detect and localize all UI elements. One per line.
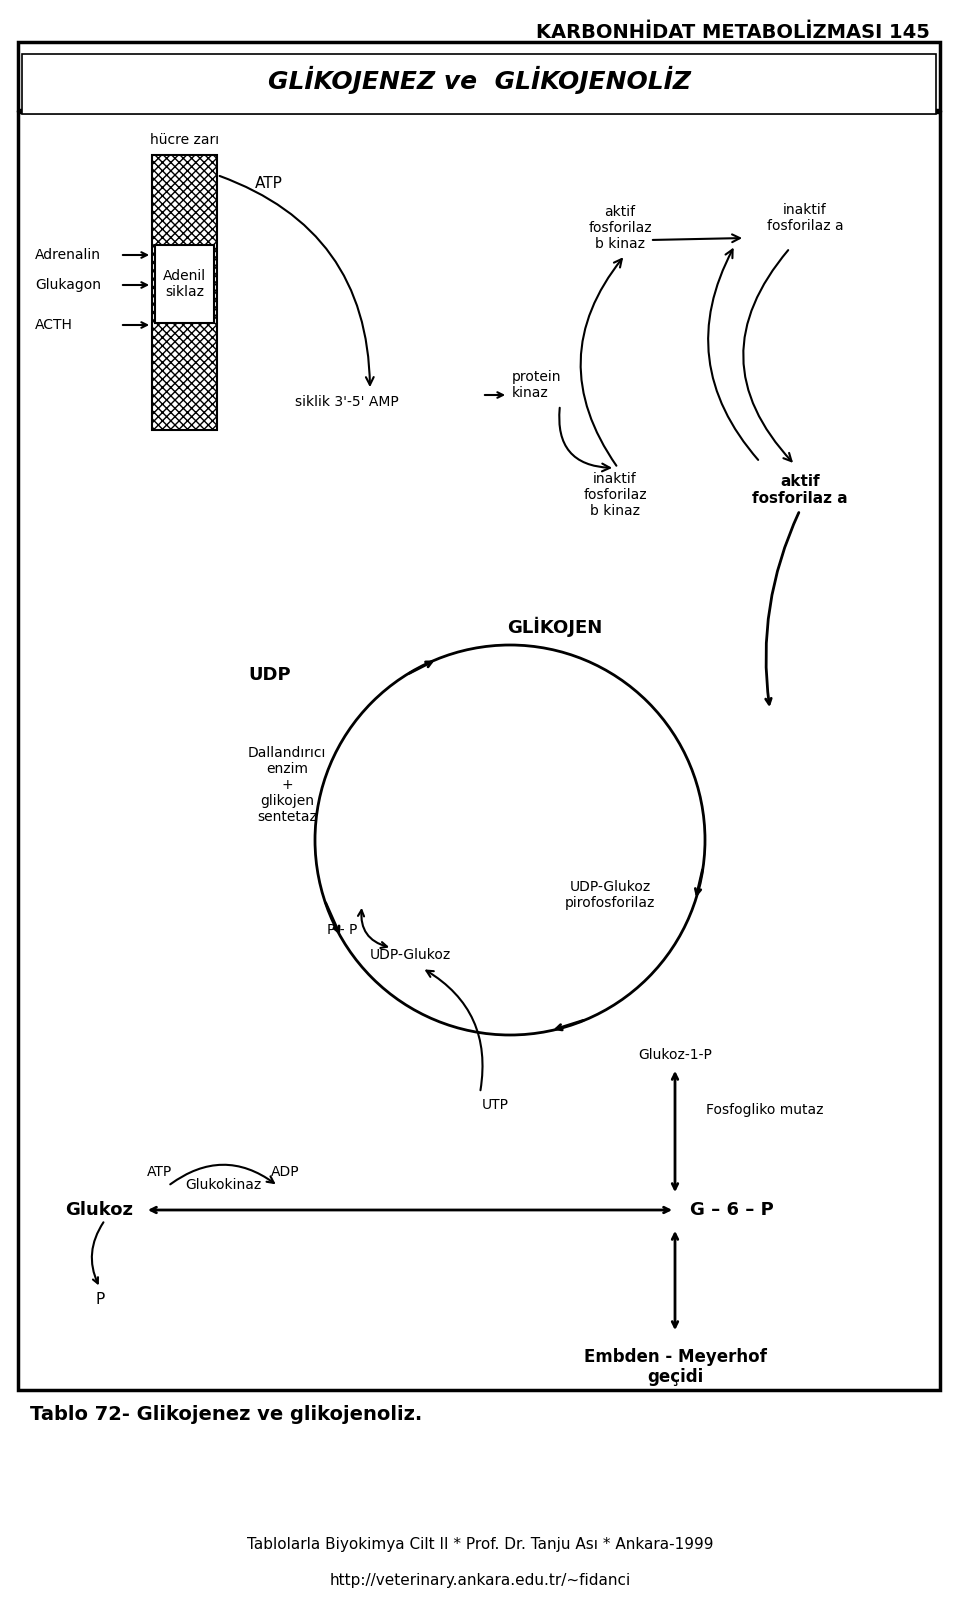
FancyArrowPatch shape: [426, 970, 483, 1090]
FancyArrowPatch shape: [358, 910, 387, 948]
Text: UDP: UDP: [249, 666, 291, 684]
Text: P - P: P - P: [326, 923, 357, 936]
Text: ACTH: ACTH: [35, 318, 73, 332]
FancyArrowPatch shape: [743, 249, 792, 462]
FancyArrowPatch shape: [560, 408, 610, 471]
Text: siklik 3'-5' AMP: siklik 3'-5' AMP: [295, 395, 398, 408]
Bar: [22, 53, 936, 113]
Text: Glukokinaz: Glukokinaz: [185, 1178, 261, 1192]
FancyArrowPatch shape: [170, 1165, 274, 1184]
Text: ADP: ADP: [271, 1165, 300, 1179]
Text: protein
kinaz: protein kinaz: [512, 369, 562, 400]
Text: Tablolarla Biyokimya Cilt II * Prof. Dr. Tanju Ası * Ankara-1999: Tablolarla Biyokimya Cilt II * Prof. Dr.…: [247, 1537, 713, 1552]
Text: GLİKOJENEZ ve  GLİKOJENOLİZ: GLİKOJENEZ ve GLİKOJENOLİZ: [269, 66, 691, 94]
Text: inaktif
fosforilaz
b kinaz: inaktif fosforilaz b kinaz: [583, 471, 647, 518]
Text: Embden - Meyerhof
geçidi: Embden - Meyerhof geçidi: [584, 1348, 766, 1387]
Bar: [18, 112, 940, 1390]
FancyArrowPatch shape: [581, 259, 622, 465]
Text: hücre zarı: hücre zarı: [150, 133, 219, 147]
Bar: [18, 42, 940, 110]
Text: Fosfogliko mutaz: Fosfogliko mutaz: [707, 1103, 824, 1118]
Text: UTP: UTP: [482, 1098, 509, 1111]
Text: inaktif
fosforilaz a: inaktif fosforilaz a: [767, 202, 843, 233]
Text: UDP-Glukoz
pirofosforilaz: UDP-Glukoz pirofosforilaz: [564, 880, 655, 910]
Text: Dallandırıcı
enzim
+
glikojen
sentetaz: Dallandırıcı enzim + glikojen sentetaz: [248, 745, 326, 825]
Text: Glukoz: Glukoz: [65, 1200, 133, 1218]
Bar: [155, 245, 214, 322]
Bar: [152, 156, 217, 429]
Text: ATP: ATP: [148, 1165, 173, 1179]
Text: http://veterinary.ankara.edu.tr/~fidanci: http://veterinary.ankara.edu.tr/~fidanci: [329, 1573, 631, 1588]
FancyArrowPatch shape: [653, 235, 740, 241]
FancyArrowPatch shape: [220, 177, 373, 386]
Text: ATP: ATP: [255, 175, 283, 191]
Text: UDP-Glukoz: UDP-Glukoz: [370, 948, 450, 962]
Text: KARBONHİDAT METABOLİZMASI 145: KARBONHİDAT METABOLİZMASI 145: [536, 23, 930, 42]
Text: Glukoz-1-P: Glukoz-1-P: [638, 1048, 712, 1063]
FancyArrowPatch shape: [708, 249, 758, 460]
Text: P: P: [95, 1293, 105, 1307]
Text: Tablo 72- Glikojenez ve glikojenoliz.: Tablo 72- Glikojenez ve glikojenoliz.: [30, 1406, 422, 1424]
Text: Glukagon: Glukagon: [35, 279, 101, 292]
Text: aktif
fosforilaz a: aktif fosforilaz a: [753, 473, 848, 505]
Text: aktif
fosforilaz
b kinaz: aktif fosforilaz b kinaz: [588, 204, 652, 251]
Text: Adrenalin: Adrenalin: [35, 248, 101, 262]
Text: Adenil
siklaz: Adenil siklaz: [163, 269, 206, 300]
Text: GLİKOJEN: GLİKOJEN: [508, 617, 603, 637]
Text: G – 6 – P: G – 6 – P: [690, 1200, 774, 1218]
